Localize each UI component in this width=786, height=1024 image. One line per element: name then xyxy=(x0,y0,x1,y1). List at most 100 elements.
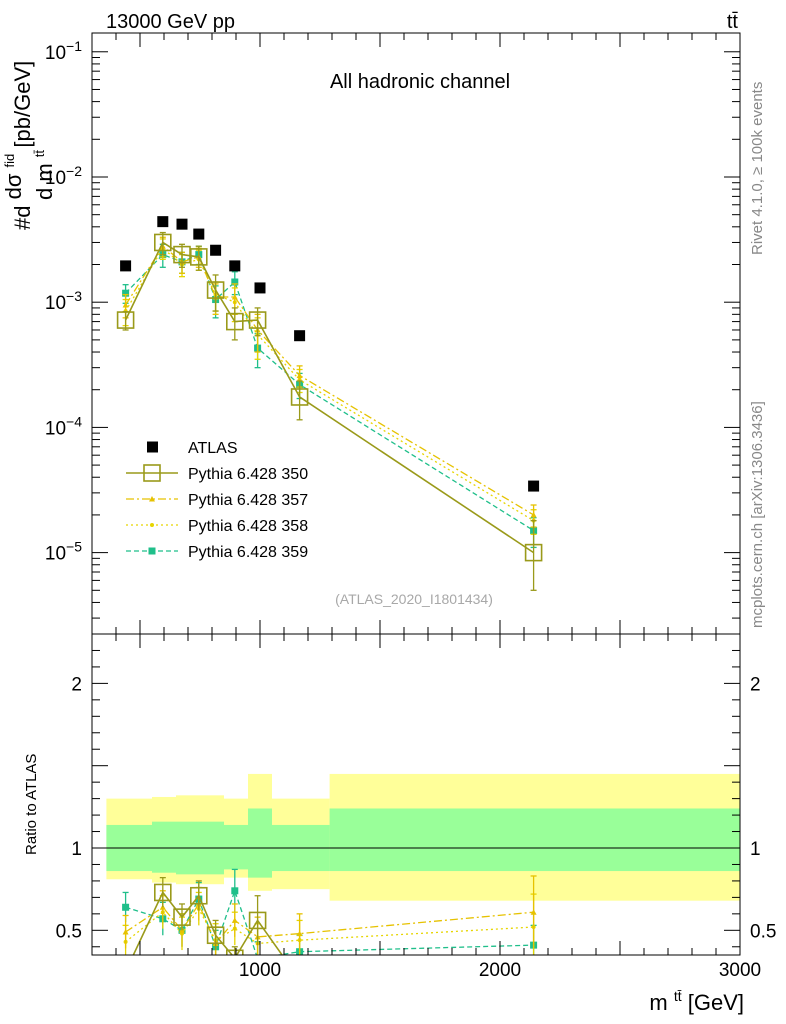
x-axis-label: m tt̄ [GeV] xyxy=(649,981,744,1015)
atlas-data-point xyxy=(229,260,241,272)
data-point xyxy=(530,511,537,518)
legend-marker xyxy=(143,464,161,482)
legend-marker-atlas xyxy=(147,441,158,453)
ratio-y-tick-label: 1 xyxy=(71,839,82,860)
series-line-3 xyxy=(125,247,534,522)
ratio-point xyxy=(530,909,537,915)
ratio-point xyxy=(190,886,208,905)
ratio-point xyxy=(292,972,308,988)
xlabel-base: m xyxy=(649,990,667,1015)
ratio-line-2 xyxy=(125,907,534,945)
ratio-y-tick-label-right: 0.5 xyxy=(750,921,776,942)
ratio-point xyxy=(231,887,239,895)
ratio-clipped xyxy=(92,773,740,996)
atlas-data-point xyxy=(120,260,132,272)
legend: ATLAS Pythia 6.428 350 Pythia 6.428 357 Pyt… xyxy=(126,440,308,561)
uncertainty-band-inner xyxy=(248,808,272,878)
xlabel-unit: [GeV] xyxy=(688,990,744,1015)
uncertainty-band-inner xyxy=(329,808,740,872)
ratio-point xyxy=(231,917,238,923)
data-point xyxy=(116,311,135,329)
uncertainty-band-inner xyxy=(224,824,248,870)
ylabel-unit: [pb/GeV] xyxy=(10,61,35,148)
ylabel-numerator-sup: fid xyxy=(2,154,17,168)
ratio-point xyxy=(226,949,244,955)
ratio-y-tick-label: 2 xyxy=(71,674,82,695)
ylabel-numerator: dσ xyxy=(1,173,26,199)
data-point xyxy=(231,278,239,286)
ratio-point xyxy=(122,928,129,935)
main-plot-content xyxy=(116,216,543,591)
legend-marker xyxy=(149,496,155,502)
ratio-point xyxy=(154,883,172,902)
ratio-plot-content xyxy=(92,773,740,996)
data-point xyxy=(296,372,303,378)
legend-label: ATLAS xyxy=(188,440,238,457)
y-tick-label: 10−5 xyxy=(45,539,82,565)
main-title: All hadronic channel xyxy=(330,71,510,93)
ratio-frame xyxy=(91,633,741,956)
legend-label: Pythia 6.428 358 xyxy=(188,518,308,535)
ylabel-denominator-sup: tt̄ xyxy=(32,150,47,158)
data-point xyxy=(122,301,129,308)
y-tick-label: 10−3 xyxy=(45,288,82,314)
energy-label: 13000 GeV pp xyxy=(106,11,235,33)
ylabel-lead: #d xyxy=(10,206,35,230)
x-tick-label: 3000 xyxy=(719,960,761,981)
ratio-point xyxy=(526,980,542,996)
ylabel-denominator: d m xyxy=(32,163,57,200)
data-point xyxy=(248,311,267,329)
ratio-point xyxy=(122,903,130,911)
data-point xyxy=(524,543,543,562)
ratio-panel: 0.5 0.5 1 1 2 2 1000 2000 3000 Ratio to ATLAS m … xyxy=(23,633,776,1015)
atlas-data-point xyxy=(254,282,266,294)
legend-label: Pythia 6.428 357 xyxy=(188,492,308,509)
ratio-y-axis-label: Ratio to ATLAS xyxy=(23,754,40,855)
data-point xyxy=(154,233,172,252)
atlas-data-point xyxy=(157,216,169,228)
legend-label: Pythia 6.428 350 xyxy=(188,466,308,483)
main-axes: 10−5 10−4 10−3 10−2 10−1 xyxy=(45,32,741,635)
legend-label: Pythia 6.428 359 xyxy=(188,544,308,561)
main-y-axis-label: #d dσ fid [pb/GeV] d m tt̄ xyxy=(0,61,57,230)
y-tick-label: 10−4 xyxy=(45,413,82,439)
legend-marker xyxy=(150,523,154,527)
data-point xyxy=(290,388,309,406)
ratio-axes: 0.5 0.5 1 1 2 2 1000 2000 3000 xyxy=(56,633,776,981)
ratio-point xyxy=(118,963,134,979)
x-tick-label: 2000 xyxy=(479,960,521,981)
y-tick-label: 10−1 xyxy=(45,38,82,64)
data-point xyxy=(206,281,225,299)
uncertainty-band-inner xyxy=(152,821,176,873)
data-point xyxy=(190,248,208,266)
analysis-watermark: (ATLAS_2020_I1801434) xyxy=(335,591,493,607)
ratio-y-tick-label-right: 2 xyxy=(750,674,761,695)
ratio-line-0 xyxy=(132,890,284,955)
ratio-point xyxy=(173,908,191,926)
atlas-data-point xyxy=(176,218,188,230)
ratio-point xyxy=(296,930,303,937)
data-point xyxy=(173,245,191,264)
x-tick-label: 1000 xyxy=(239,960,281,981)
process-label: tt̄ xyxy=(727,11,739,33)
ratio-y-tick-label: 0.5 xyxy=(56,921,82,942)
ratio-y-tick-label-right: 1 xyxy=(750,839,761,860)
ratio-point xyxy=(248,911,267,930)
y-tick-label: 10−2 xyxy=(45,163,82,189)
atlas-data-point xyxy=(193,228,205,240)
xlabel-sup: tt̄ xyxy=(674,988,682,1004)
atlas-data-point xyxy=(210,244,222,256)
atlas-data-point xyxy=(294,330,306,342)
svg-text:#d dσ fid: #d dσ fid [pb/GeV] xyxy=(0,61,35,230)
main-panel: All hadronic channel (ATLAS_2020_I180143… xyxy=(0,32,741,635)
data-point xyxy=(122,289,130,297)
svg-text:d m tt̄: d m tt̄ xyxy=(32,150,57,200)
data-point xyxy=(231,294,238,300)
mcplots-label: mcplots.cern.ch [arXiv:1306.3436] xyxy=(749,401,766,628)
rivet-label: Rivet 4.1.0, ≥ 100k events xyxy=(749,82,766,255)
series-line-2 xyxy=(125,245,534,516)
legend-marker xyxy=(148,547,156,555)
atlas-data-point xyxy=(528,480,540,492)
ratio-point xyxy=(206,926,225,945)
